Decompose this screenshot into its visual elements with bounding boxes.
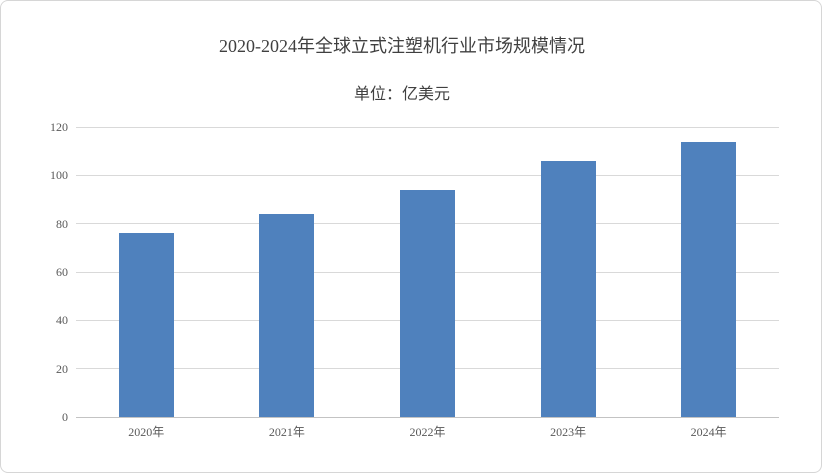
- y-axis-tick-20: 20: [56, 361, 68, 376]
- bar-2023年: [540, 160, 596, 417]
- y-axis-tick-80: 80: [56, 216, 68, 231]
- y-axis-tick-0: 0: [62, 410, 68, 424]
- bar-2022年: [400, 189, 455, 417]
- x-axis-label-2024年: 2024年: [690, 425, 727, 439]
- bar-2024年: [681, 141, 737, 417]
- gridline-120: [76, 126, 779, 128]
- x-axis-line: [76, 416, 779, 418]
- y-axis-tick-120: 120: [50, 120, 68, 134]
- gridline-100: [76, 174, 779, 176]
- x-axis-label-2020年: 2020年: [128, 425, 165, 439]
- y-axis-tick-40: 40: [56, 313, 68, 328]
- y-axis-tick-60: 60: [56, 265, 68, 279]
- x-axis-label-2021年: 2021年: [268, 425, 305, 439]
- plot-area: 0 20 40 60 80 100 120 2020年 2021年 2022年 2023年 2024年: [50, 121, 779, 439]
- bar-2021年: [259, 214, 315, 417]
- x-axis-label-2023年: 2023年: [550, 425, 587, 439]
- chart-subtitle: 单位：亿美元: [353, 86, 450, 103]
- chart-title: 2020-2024年全球立式注塑机行业市场规模情况: [219, 36, 585, 56]
- y-axis-tick-100: 100: [50, 168, 68, 183]
- bar-2020年: [118, 233, 174, 417]
- x-axis-label-2022年: 2022年: [409, 425, 446, 439]
